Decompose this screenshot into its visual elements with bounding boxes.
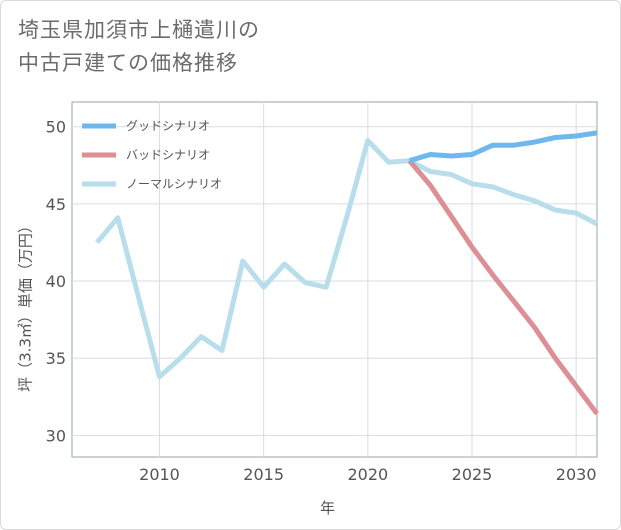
x-axis-label: 年 — [320, 499, 336, 517]
legend-label: グッドシナリオ — [126, 119, 210, 133]
y-tick-label: 35 — [46, 349, 66, 368]
legend-label: ノーマルシナリオ — [126, 177, 222, 191]
x-tick-labels: 2010 2015 2020 2025 2030 — [139, 465, 596, 484]
series-line-0 — [408, 130, 598, 164]
chart-title-line-1: 埼玉県加須市上樋遣川の — [18, 18, 260, 42]
series-line-1 — [407, 159, 600, 416]
x-tick-label: 2010 — [139, 465, 180, 484]
legend-label: バッドシナリオ — [126, 148, 210, 162]
grid-lines — [72, 102, 597, 457]
y-tick-label: 30 — [46, 426, 66, 445]
series-lines — [95, 130, 600, 416]
y-tick-labels: 30 35 40 45 50 — [46, 118, 66, 446]
y-tick-label: 40 — [46, 272, 66, 291]
x-tick-label: 2015 — [243, 465, 284, 484]
y-tick-label: 50 — [46, 118, 66, 137]
series-line-2 — [95, 138, 599, 380]
x-tick-label: 2030 — [556, 465, 597, 484]
chart-title-line-2: 中古戸建ての価格推移 — [18, 51, 238, 75]
x-tick-label: 2025 — [452, 465, 493, 484]
y-tick-label: 45 — [46, 195, 66, 214]
x-tick-label: 2020 — [347, 465, 388, 484]
y-axis-label: 坪（3.3㎡）単価（万円） — [16, 218, 35, 392]
chart-title: 埼玉県加須市上樋遣川の 中古戸建ての価格推移 — [18, 14, 260, 80]
